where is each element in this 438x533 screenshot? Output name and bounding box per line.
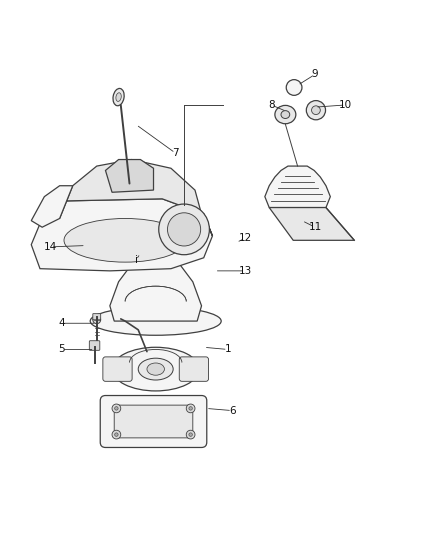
- Ellipse shape: [112, 348, 199, 391]
- Text: i: i: [134, 255, 138, 265]
- Polygon shape: [31, 199, 212, 271]
- FancyBboxPatch shape: [93, 313, 101, 320]
- Polygon shape: [269, 207, 354, 240]
- Text: 7: 7: [172, 148, 179, 158]
- Circle shape: [167, 213, 201, 246]
- FancyBboxPatch shape: [103, 357, 132, 381]
- Polygon shape: [106, 159, 153, 192]
- Text: 4: 4: [59, 318, 65, 328]
- Circle shape: [115, 433, 118, 437]
- Ellipse shape: [144, 253, 168, 264]
- Ellipse shape: [150, 256, 161, 261]
- Polygon shape: [31, 185, 73, 227]
- Circle shape: [286, 79, 302, 95]
- Circle shape: [311, 106, 320, 115]
- Text: 12: 12: [239, 233, 252, 243]
- FancyBboxPatch shape: [179, 357, 208, 381]
- Text: 9: 9: [312, 69, 318, 79]
- Circle shape: [93, 316, 101, 324]
- Text: 5: 5: [59, 344, 65, 354]
- Polygon shape: [265, 166, 330, 207]
- Text: 6: 6: [229, 406, 235, 416]
- Ellipse shape: [116, 93, 121, 101]
- Polygon shape: [60, 159, 212, 236]
- Ellipse shape: [64, 219, 186, 262]
- Ellipse shape: [90, 307, 221, 335]
- Polygon shape: [110, 258, 201, 321]
- Text: 14: 14: [44, 242, 57, 252]
- Ellipse shape: [147, 363, 164, 375]
- FancyBboxPatch shape: [113, 315, 125, 323]
- Text: 11: 11: [308, 222, 321, 232]
- Text: 8: 8: [268, 100, 275, 110]
- FancyBboxPatch shape: [100, 395, 207, 448]
- FancyBboxPatch shape: [114, 405, 193, 438]
- Ellipse shape: [275, 106, 296, 124]
- Circle shape: [306, 101, 325, 120]
- Circle shape: [189, 407, 192, 410]
- Text: 10: 10: [339, 100, 352, 110]
- Circle shape: [115, 407, 118, 410]
- Circle shape: [189, 433, 192, 437]
- Circle shape: [112, 430, 121, 439]
- FancyBboxPatch shape: [89, 341, 100, 350]
- Text: 1: 1: [224, 344, 231, 354]
- Circle shape: [112, 404, 121, 413]
- Ellipse shape: [138, 358, 173, 380]
- Circle shape: [186, 404, 195, 413]
- Circle shape: [186, 430, 195, 439]
- Ellipse shape: [281, 111, 290, 118]
- Circle shape: [159, 204, 209, 255]
- Text: 13: 13: [239, 266, 252, 276]
- Ellipse shape: [113, 88, 124, 106]
